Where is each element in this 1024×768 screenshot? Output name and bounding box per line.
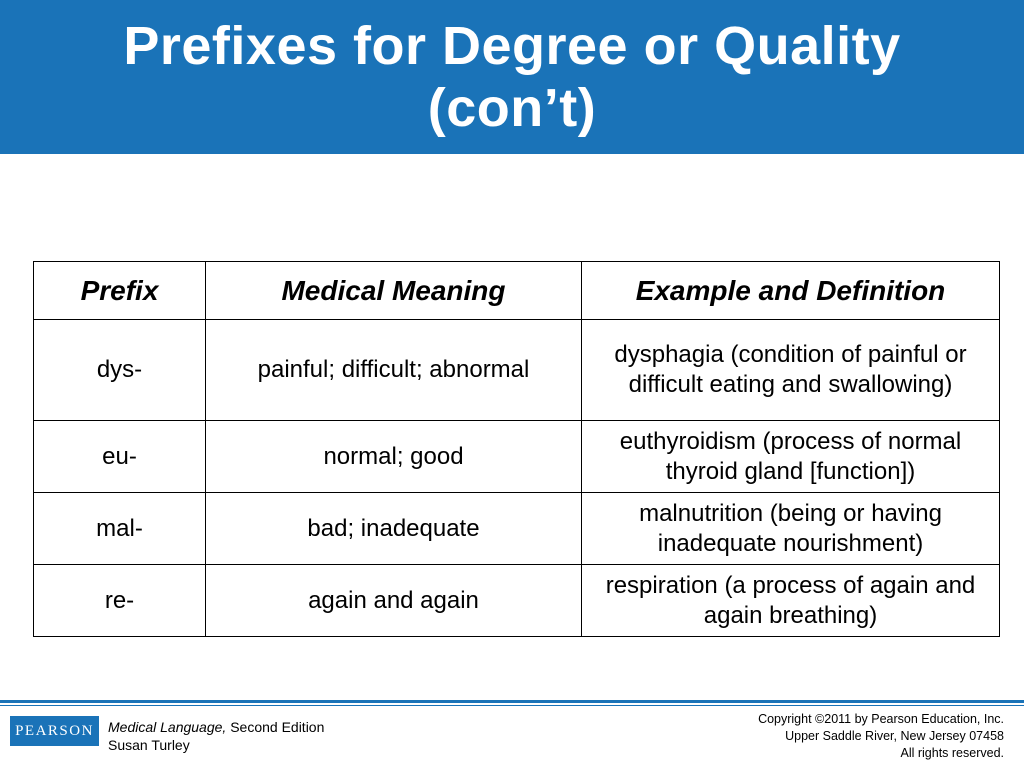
table-row: eu- normal; good euthyroidism (process o… <box>33 420 1000 493</box>
prefix-cell: eu- <box>33 420 206 493</box>
book-title: Medical Language, <box>108 719 227 735</box>
book-title-line: Medical Language, Second Edition <box>108 718 324 736</box>
copyright-line-3: All rights reserved. <box>900 746 1004 760</box>
meaning-cell: painful; difficult; abnormal <box>205 319 582 421</box>
header-prefix: Prefix <box>33 261 206 320</box>
meaning-cell: bad; inadequate <box>205 492 582 565</box>
book-edition: Second Edition <box>226 719 325 735</box>
table-header-row: Prefix Medical Meaning Example and Defin… <box>33 261 1000 320</box>
table-row: re- again and again respiration (a proce… <box>33 564 1000 637</box>
example-cell: euthyroidism (process of normal thyroid … <box>581 420 1000 493</box>
pearson-logo: PEARSON <box>10 716 99 746</box>
table-row: mal- bad; inadequate malnutrition (being… <box>33 492 1000 565</box>
prefix-table: Prefix Medical Meaning Example and Defin… <box>33 261 1000 637</box>
meaning-cell: again and again <box>205 564 582 637</box>
prefix-cell: re- <box>33 564 206 637</box>
copyright-notice: Copyright ©2011 by Pearson Education, In… <box>758 711 1004 762</box>
title-bar: Prefixes for Degree or Quality (con’t) <box>0 0 1024 154</box>
example-cell: respiration (a process of again and agai… <box>581 564 1000 637</box>
copyright-line-1: Copyright ©2011 by Pearson Education, In… <box>758 712 1004 726</box>
example-cell: dysphagia (condition of painful or diffi… <box>581 319 1000 421</box>
slide-title-line-1: Prefixes for Degree or Quality <box>123 16 901 76</box>
prefix-cell: dys- <box>33 319 206 421</box>
slide-title-line-2: (con’t) <box>427 78 597 138</box>
book-author: Susan Turley <box>108 737 190 753</box>
header-medical-meaning: Medical Meaning <box>205 261 582 320</box>
copyright-line-2: Upper Saddle River, New Jersey 07458 <box>785 729 1004 743</box>
meaning-cell: normal; good <box>205 420 582 493</box>
prefix-cell: mal- <box>33 492 206 565</box>
header-example-definition: Example and Definition <box>581 261 1000 320</box>
table-row: dys- painful; difficult; abnormal dyspha… <box>33 319 1000 421</box>
example-cell: malnutrition (being or having inadequate… <box>581 492 1000 565</box>
book-info: Medical Language, Second Edition Susan T… <box>108 718 324 754</box>
footer-divider <box>0 700 1024 703</box>
footer-divider-thin <box>0 705 1024 706</box>
